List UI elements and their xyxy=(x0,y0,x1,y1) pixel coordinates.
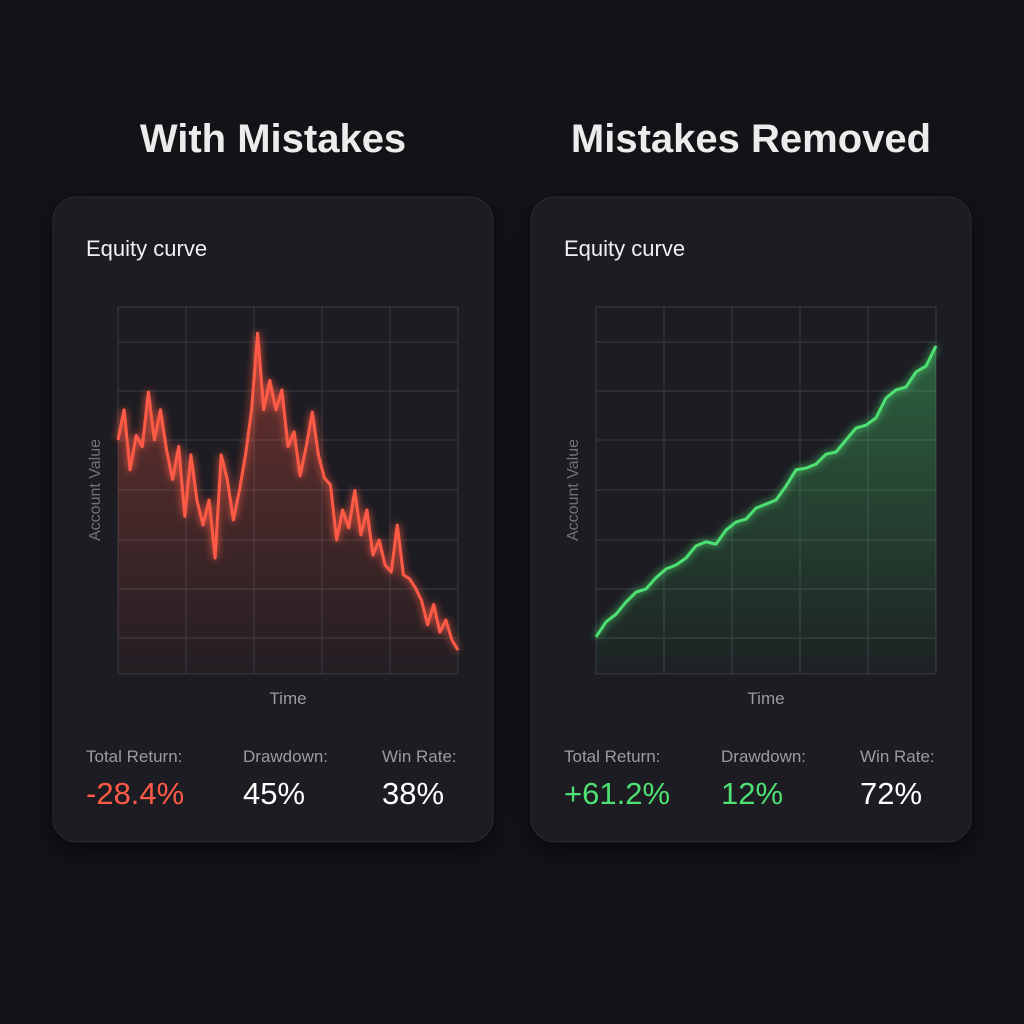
stat-label: Drawdown: xyxy=(721,747,806,766)
chart-title: With Mistakes xyxy=(140,117,406,161)
stat-label: Win Rate: xyxy=(860,747,935,766)
chart-title: Mistakes Removed xyxy=(571,117,931,161)
stat-value: 72% xyxy=(860,776,922,811)
stat-label: Drawdown: xyxy=(243,747,328,766)
x-axis-label: Time xyxy=(269,689,306,708)
y-axis-label: Account Value xyxy=(87,439,104,541)
area xyxy=(118,333,458,674)
card-subtitle: Equity curve xyxy=(86,236,207,261)
x-axis-label: Time xyxy=(747,689,784,708)
stat-label: Win Rate: xyxy=(382,747,457,766)
equity-line xyxy=(116,331,460,651)
card-subtitle: Equity curve xyxy=(564,236,685,261)
stat-value: +61.2% xyxy=(564,776,670,811)
equity-line xyxy=(594,345,938,638)
stat-label: Total Return: xyxy=(86,747,182,766)
stat-value: 12% xyxy=(721,776,783,811)
area xyxy=(596,345,936,674)
stat-label: Total Return: xyxy=(564,747,660,766)
stat-value: 38% xyxy=(382,776,444,811)
y-axis-label: Account Value xyxy=(565,439,582,541)
stat-value: 45% xyxy=(243,776,305,811)
stat-value: -28.4% xyxy=(86,776,184,811)
